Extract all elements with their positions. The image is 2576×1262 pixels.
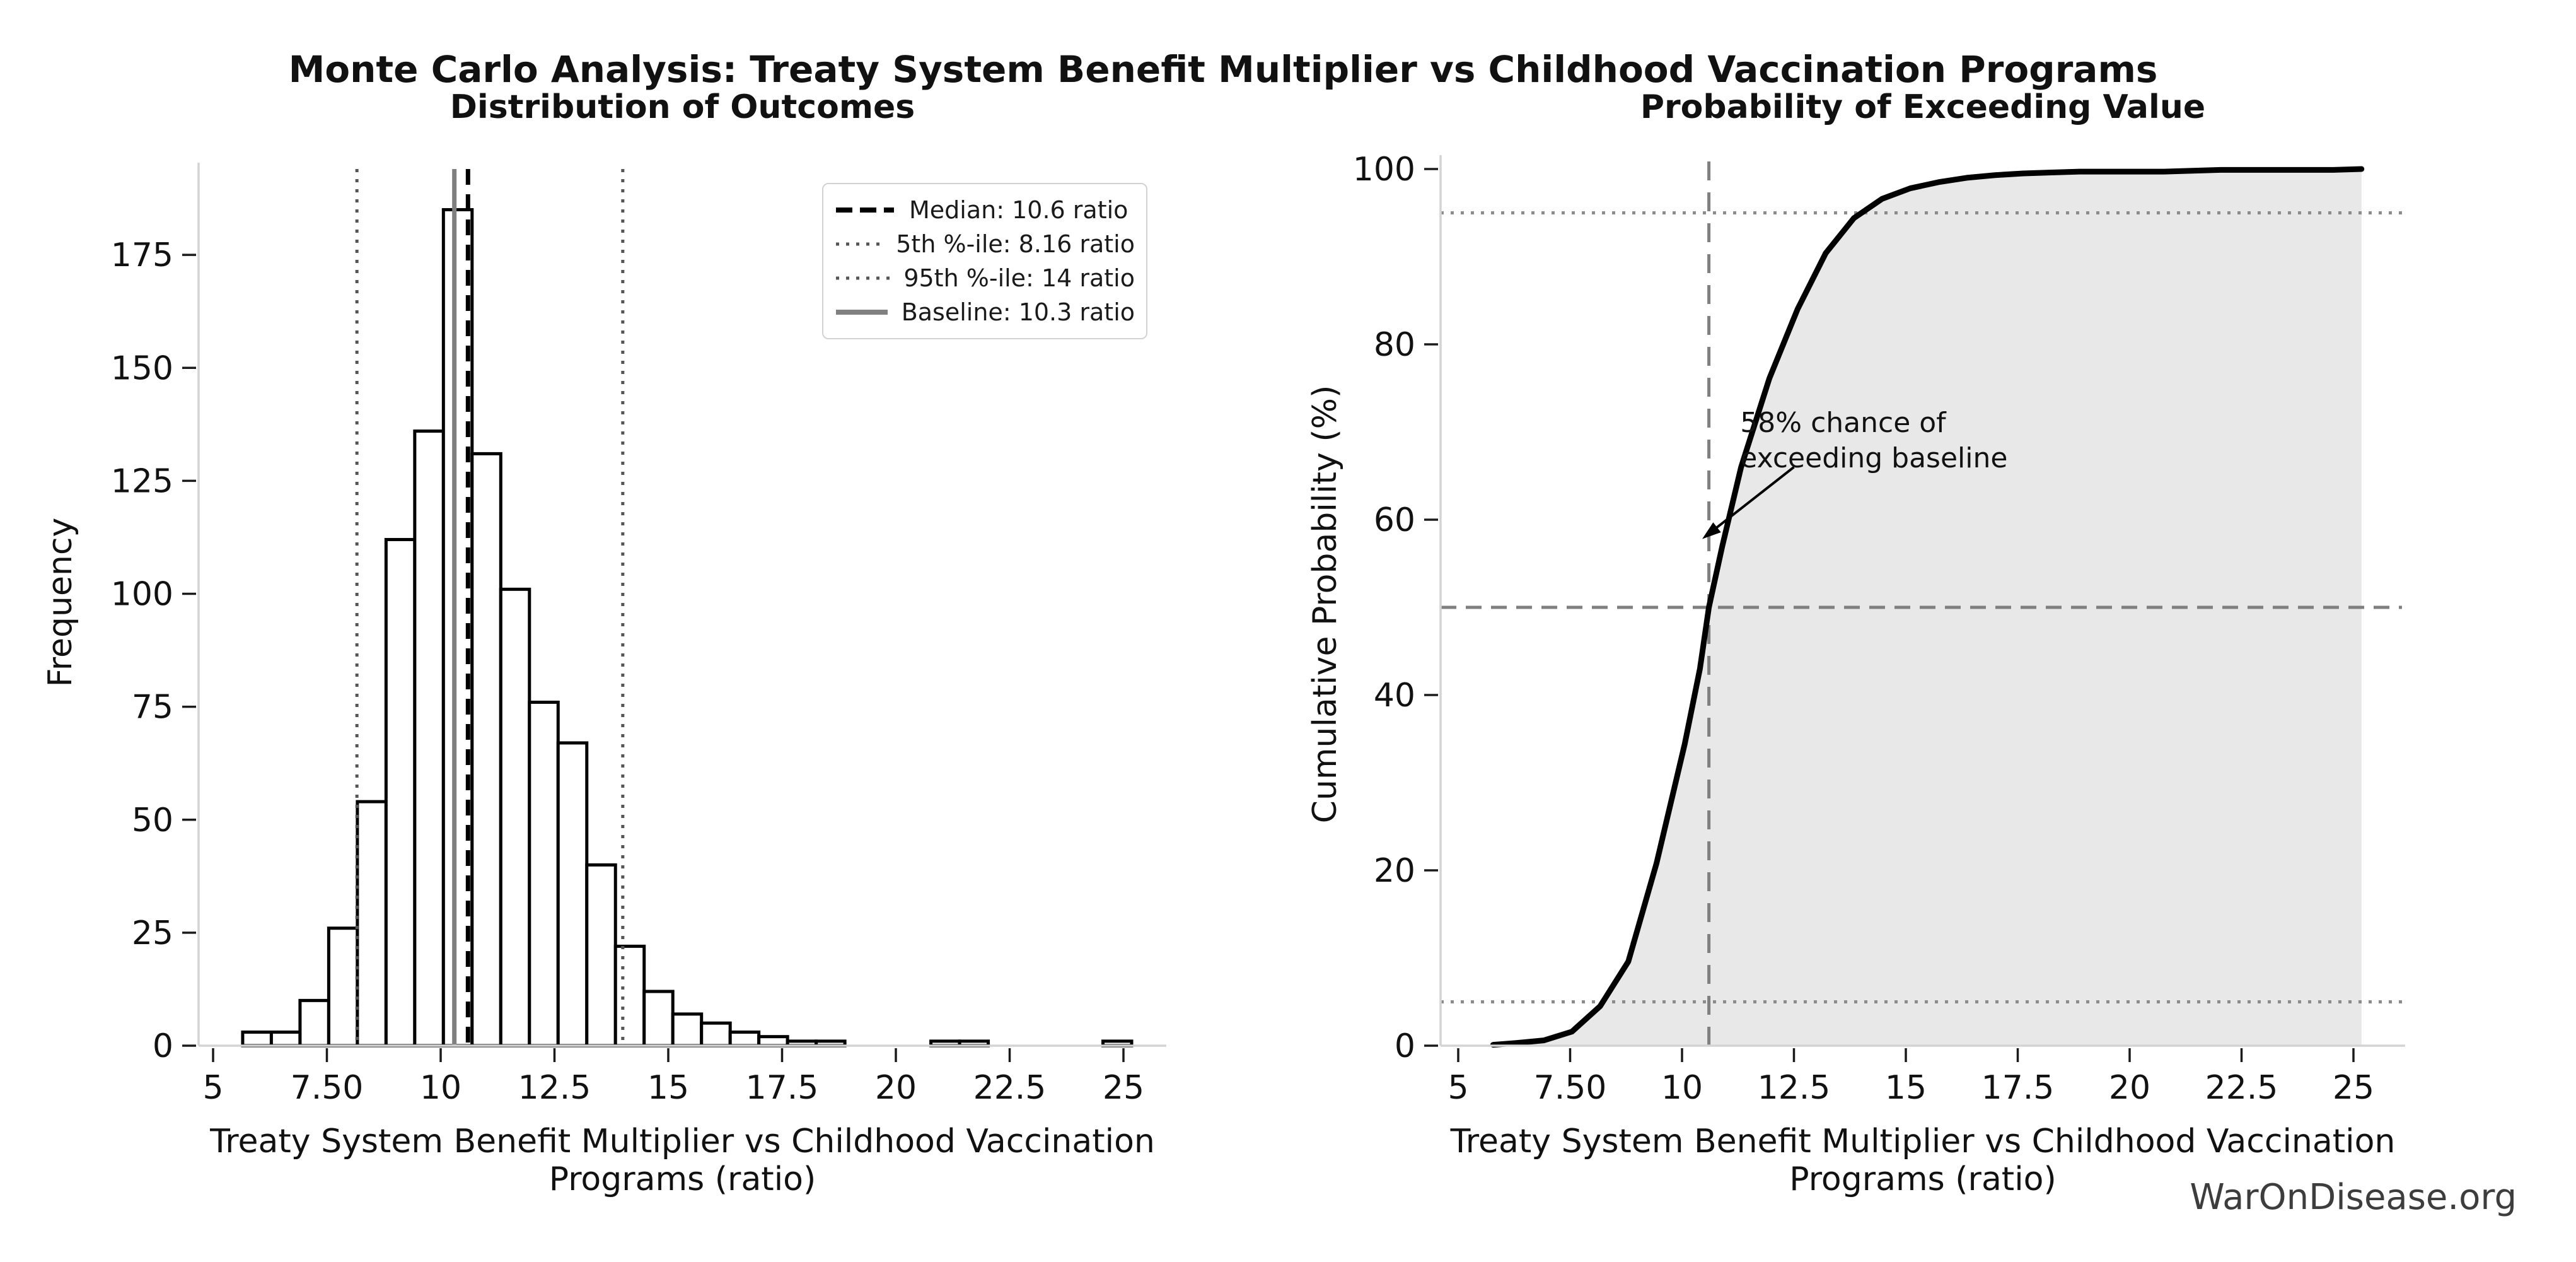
histogram-bar bbox=[528, 700, 560, 1048]
y-tick-label: 40 bbox=[1374, 677, 1415, 715]
x-tick-label: 20 bbox=[875, 1069, 917, 1107]
cdf-y-axis-label: Cumulative Probability (%) bbox=[1306, 385, 1344, 824]
legend-item-median: Median: 10.6 ratio bbox=[835, 194, 1135, 226]
y-tick-label: 25 bbox=[132, 914, 173, 952]
histogram-bar bbox=[613, 944, 646, 1048]
histogram-bar bbox=[470, 452, 502, 1048]
x-tick-label: 15 bbox=[647, 1069, 689, 1107]
histogram-bar bbox=[356, 800, 388, 1048]
x-tick-label: 17.5 bbox=[746, 1069, 819, 1107]
histogram-y-axis-label: Frequency bbox=[42, 517, 79, 687]
y-tick-label: 50 bbox=[132, 802, 173, 839]
y-tick-label: 175 bbox=[111, 237, 173, 274]
histogram-bar bbox=[298, 998, 330, 1048]
histogram-bar bbox=[384, 538, 417, 1048]
figure-title: Monte Carlo Analysis: Treaty System Bene… bbox=[288, 48, 2158, 91]
histogram-plot: 5 7.50 10 12.5 15 17.5 20 22.5 25 0 25 50 75 100 125 15… bbox=[111, 163, 1166, 1107]
x-tick-label: 25 bbox=[1103, 1069, 1144, 1107]
histogram-bar bbox=[728, 1031, 761, 1048]
histogram-bar bbox=[700, 1021, 732, 1048]
median-legend-line-sample bbox=[836, 207, 894, 213]
y-tick-label: 100 bbox=[1353, 151, 1415, 189]
legend-item-p95: 95th %-ile: 14 ratio bbox=[835, 262, 1135, 295]
x-tick-label: 7.50 bbox=[291, 1069, 364, 1107]
legend-item-label: Median: 10.6 ratio bbox=[909, 196, 1128, 224]
legend-item-p5: 5th %-ile: 8.16 ratio bbox=[835, 228, 1135, 260]
x-tick-label: 7.50 bbox=[1534, 1069, 1607, 1107]
p5-legend-line-sample bbox=[836, 242, 883, 246]
cdf-x-axis-label: Treaty System Benefit Multiplier vs Chil… bbox=[1450, 1123, 2396, 1198]
histogram-bar bbox=[327, 926, 359, 1048]
histogram-bar bbox=[671, 1012, 704, 1048]
y-tick-label: 75 bbox=[132, 689, 173, 727]
x-tick-label: 22.5 bbox=[973, 1069, 1047, 1107]
x-tick-label: 12.5 bbox=[518, 1069, 591, 1107]
y-tick-label: 150 bbox=[111, 349, 173, 387]
y-tick-label: 0 bbox=[1395, 1027, 1415, 1065]
histogram-bar bbox=[241, 1031, 273, 1048]
histogram-bar bbox=[757, 1035, 789, 1048]
y-tick-label: 80 bbox=[1374, 326, 1415, 364]
x-tick-label: 15 bbox=[1885, 1069, 1927, 1107]
y-tick-label: 100 bbox=[111, 576, 173, 614]
annotation-arrow-line bbox=[1708, 466, 1795, 535]
x-tick-label: 25 bbox=[2333, 1069, 2374, 1107]
cdf-curve bbox=[1490, 166, 2365, 1048]
histogram-bar bbox=[585, 863, 617, 1048]
x-tick-label: 17.5 bbox=[1981, 1069, 2055, 1107]
x-tick-label: 10 bbox=[420, 1069, 461, 1107]
cdf-plot: 58% chance of exceeding baseline 5 7.50 10 12… bbox=[1353, 151, 2405, 1107]
legend-item-label: Baseline: 10.3 ratio bbox=[901, 298, 1135, 326]
histogram-title: Distribution of Outcomes bbox=[450, 88, 915, 126]
cdf-title: Probability of Exceeding Value bbox=[1640, 88, 2206, 126]
legend-item-label: 5th %-ile: 8.16 ratio bbox=[896, 230, 1135, 258]
legend-item-label: 95th %-ile: 14 ratio bbox=[903, 264, 1135, 292]
histogram-x-axis-label: Treaty System Benefit Multiplier vs Chil… bbox=[210, 1123, 1155, 1198]
legend-item-baseline: Baseline: 10.3 ratio bbox=[835, 296, 1135, 329]
annotation-arrowhead bbox=[1702, 522, 1721, 539]
baseline-legend-line-sample bbox=[836, 310, 888, 315]
histogram-bar bbox=[499, 587, 531, 1048]
y-tick-label: 0 bbox=[153, 1027, 173, 1065]
histogram-bar bbox=[642, 990, 675, 1048]
x-tick-label: 20 bbox=[2109, 1069, 2150, 1107]
x-tick-label: 22.5 bbox=[2205, 1069, 2278, 1107]
y-tick-label: 125 bbox=[111, 462, 173, 500]
annotation-text: 58% chance of exceeding baseline bbox=[1740, 407, 2007, 474]
y-tick-label: 20 bbox=[1374, 852, 1415, 890]
histogram-bar bbox=[269, 1031, 302, 1048]
y-tick-label: 60 bbox=[1374, 501, 1415, 539]
histogram-bar bbox=[556, 741, 589, 1048]
histogram-bar bbox=[413, 429, 445, 1048]
x-tick-label: 12.5 bbox=[1758, 1069, 1831, 1107]
x-tick-label: 10 bbox=[1661, 1069, 1703, 1107]
watermark-text: WarOnDisease.org bbox=[2190, 1177, 2517, 1218]
x-tick-label: 5 bbox=[202, 1069, 223, 1107]
p95-legend-line-sample bbox=[836, 276, 890, 280]
x-tick-label: 5 bbox=[1448, 1069, 1468, 1107]
legend-box: Median: 10.6 ratio 5th %-ile: 8.16 ratio 9… bbox=[822, 183, 1147, 339]
